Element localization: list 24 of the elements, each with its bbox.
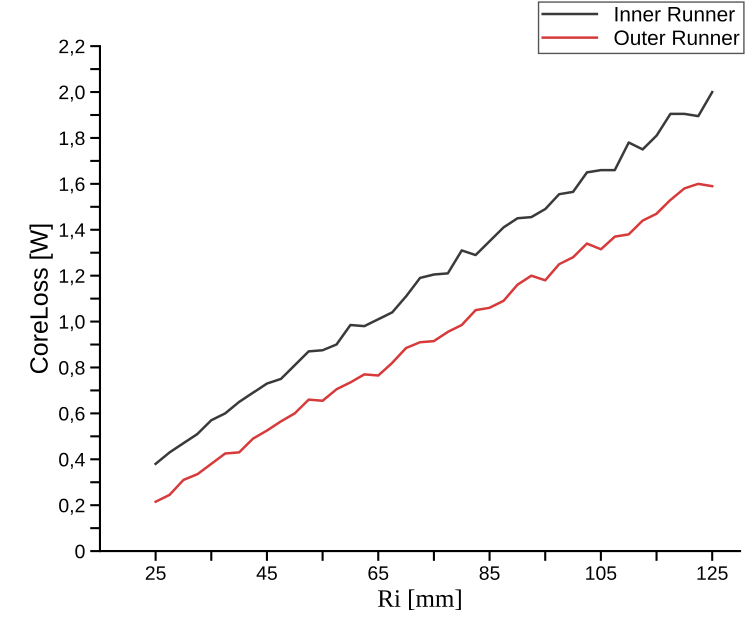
x-tick-label: 45 xyxy=(256,566,277,580)
legend-label: Inner Runner xyxy=(615,7,735,22)
y-axis-title: CoreLoss [W] xyxy=(29,224,53,374)
y-tick-label: 1,8 xyxy=(60,131,85,148)
x-tick-label: 125 xyxy=(697,566,728,580)
x-tick-label: 65 xyxy=(368,566,388,580)
y-tick-label: 2,2 xyxy=(59,40,84,56)
y-tick-label: 1,2 xyxy=(60,269,84,286)
y-tick-label: 1,6 xyxy=(60,177,85,194)
y-tick-label: 0,4 xyxy=(59,452,85,469)
y-tick-label: 0,2 xyxy=(59,498,84,515)
line-series xyxy=(154,90,714,466)
x-tick-label: 85 xyxy=(480,566,500,580)
x-tick-label: 105 xyxy=(586,566,616,580)
y-tick-label: 2,0 xyxy=(59,86,85,102)
y-tick-label: 0 xyxy=(75,544,85,558)
y-tick-label: 0,6 xyxy=(59,406,85,423)
y-tick-label: 1,0 xyxy=(60,315,85,332)
x-tick-label: 25 xyxy=(146,566,166,580)
legend-label: Outer Runner xyxy=(614,30,740,46)
line-series xyxy=(154,182,714,504)
y-tick-label: 1,4 xyxy=(60,223,85,240)
y-tick-label: 0,8 xyxy=(59,360,85,378)
x-axis-title: Ri [mm] xyxy=(378,589,461,610)
